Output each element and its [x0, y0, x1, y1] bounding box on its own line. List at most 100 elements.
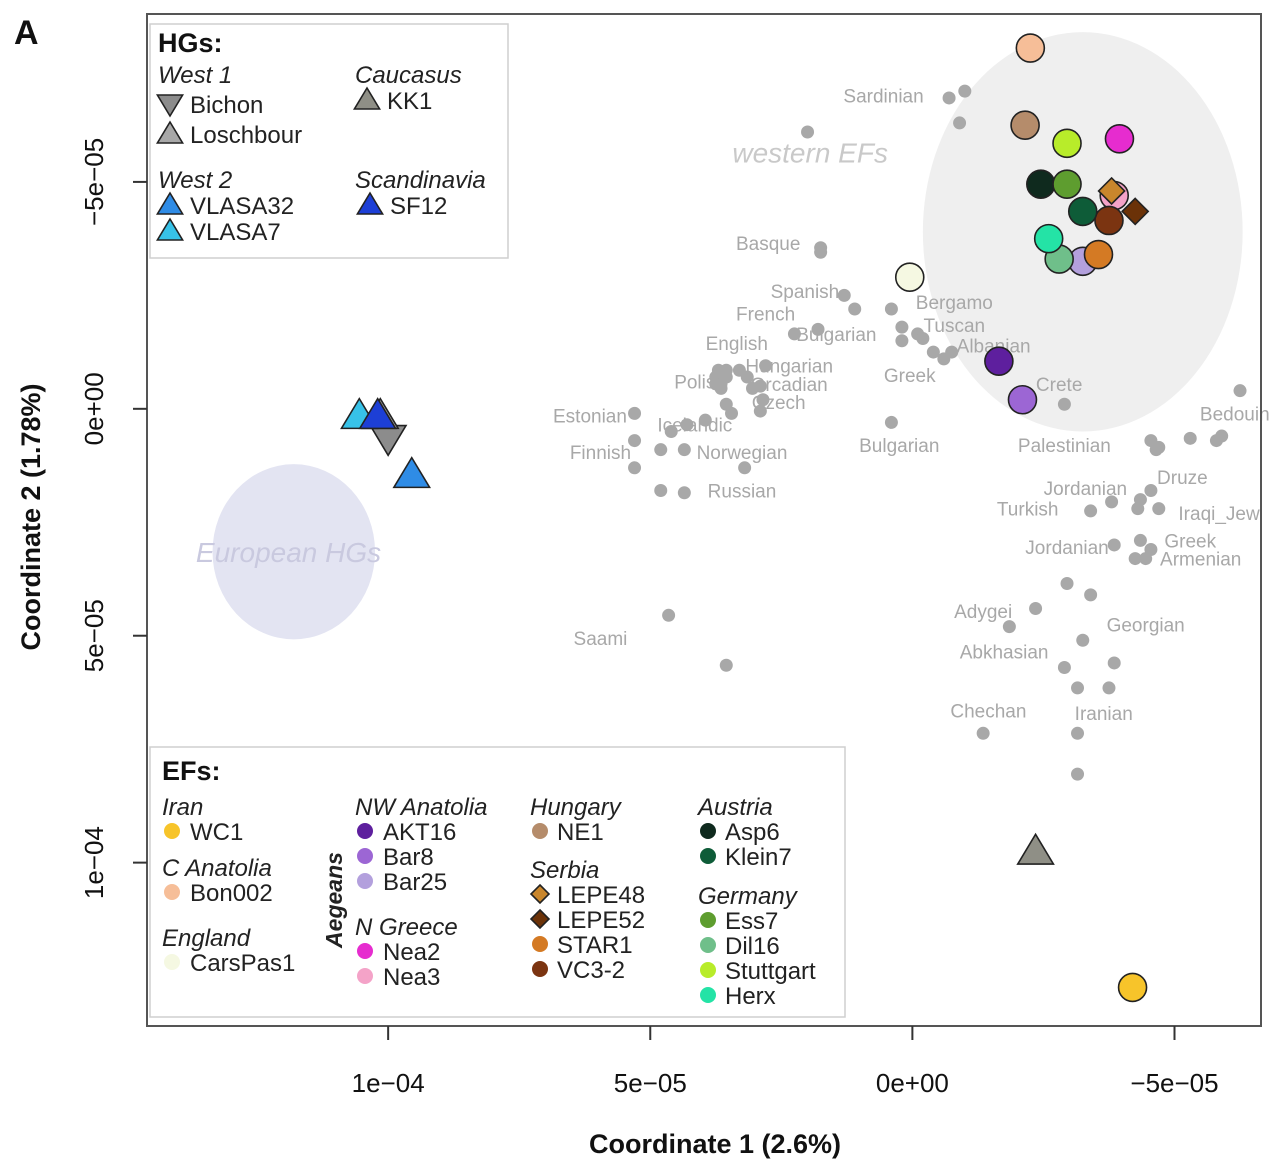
legend-marker-nea3 [357, 968, 373, 984]
y-axis-label: Coordinate 2 (1.78%) [16, 383, 46, 650]
reference-label-bulgarian: Bulgarian [859, 436, 939, 457]
legend-marker-ess7 [700, 912, 716, 928]
legend-marker-stuttgart [700, 962, 716, 978]
reference-point [811, 322, 825, 336]
marker-klein7 [1067, 196, 1098, 227]
legend-item-star1: STAR1 [557, 932, 633, 959]
legend-group-iran: Iran [162, 794, 203, 821]
legend-item-carspas1: CarsPas1 [190, 950, 295, 977]
reference-point [654, 443, 668, 457]
reference-point [837, 288, 851, 302]
reference-point [1215, 429, 1229, 443]
reference-point [1102, 681, 1116, 695]
reference-point [1128, 552, 1142, 566]
reference-point [1057, 660, 1071, 674]
cluster-label-european-hgs: European HGs [196, 537, 381, 568]
legend-item-lepe48: LEPE48 [557, 882, 645, 909]
reference-point [628, 434, 642, 448]
reference-point [725, 406, 739, 420]
reference-point [895, 334, 909, 348]
y-tick-label: 1e−04 [79, 826, 109, 899]
reference-label-armenian: Armenian [1160, 550, 1241, 571]
legend-item-asp6: Asp6 [725, 819, 780, 846]
reference-label-greek: Greek [884, 366, 936, 387]
legend-group-serbia: Serbia [530, 857, 599, 884]
legend-marker-nea2 [357, 943, 373, 959]
legend-marker-dil16 [700, 937, 716, 953]
legend-item-loschbour: Loschbour [190, 122, 302, 149]
legend-group-west-2: West 2 [158, 167, 232, 194]
reference-label-greek: Greek [1164, 531, 1216, 552]
reference-label-bulgarian: Bulgarian [796, 325, 876, 346]
reference-point [698, 413, 712, 427]
reference-point [1071, 767, 1085, 781]
reference-point [662, 608, 676, 622]
marker-sf12 [358, 397, 397, 430]
marker-kk1 [1016, 832, 1055, 865]
marker-nea2 [1104, 123, 1135, 154]
legend-group-west-1: West 1 [158, 62, 232, 89]
marker-bichon [368, 424, 408, 457]
legend-ef-title: EFs: [162, 756, 221, 786]
reference-label-russian: Russian [708, 482, 777, 503]
reference-label-iranian: Iranian [1075, 704, 1133, 725]
panel-label: A [14, 14, 39, 52]
legend-marker-bar8 [357, 848, 373, 864]
reference-point [1133, 533, 1147, 547]
reference-point [1107, 538, 1121, 552]
legend-marker-vlasa7 [155, 217, 185, 241]
reference-label-bedouin: Bedouin [1200, 404, 1270, 425]
reference-label-tuscan: Tuscan [924, 316, 986, 337]
reference-point [1152, 502, 1166, 516]
legend-group-austria: Austria [696, 794, 773, 821]
reference-point [1071, 726, 1085, 740]
legend-marker-ne1 [532, 823, 548, 839]
reference-label-icelandic: Icelandic [657, 416, 732, 437]
plot-frame [146, 13, 1262, 1027]
reference-point [787, 327, 801, 341]
legend-item-vlasa7: VLASA7 [190, 219, 281, 246]
reference-point [709, 377, 723, 391]
reference-point [884, 302, 898, 316]
legend-item-vc3-2: VC3-2 [557, 957, 625, 984]
reference-label-jordanian: Jordanian [1044, 479, 1127, 500]
legend-group-caucasus: Caucasus [355, 62, 462, 89]
legend-item-bar25: Bar25 [383, 869, 447, 896]
reference-label-english: English [706, 334, 768, 355]
legend-marker-lepe52 [529, 908, 551, 930]
reference-label-saami: Saami [574, 629, 628, 650]
reference-point [1071, 681, 1085, 695]
reference-point [753, 404, 767, 418]
reference-point [677, 443, 691, 457]
reference-label-finnish: Finnish [570, 443, 631, 464]
legend-group-n-greece: N Greece [355, 914, 458, 941]
legend-marker-sf12 [355, 191, 385, 215]
reference-point [740, 370, 754, 384]
legend-marker-klein7 [700, 848, 716, 864]
legend-marker-akt16 [357, 823, 373, 839]
marker-bon002 [1015, 33, 1046, 63]
legend-hg-title: HGs: [158, 28, 223, 58]
y-tick-label: 5e−05 [79, 599, 109, 672]
cluster-ellipse-western-efs [922, 32, 1243, 432]
legend-marker-bar25 [357, 873, 373, 889]
reference-point [680, 418, 694, 432]
reference-label-estonian: Estonian [553, 407, 627, 428]
reference-label-french: French [736, 305, 795, 326]
reference-point [1060, 577, 1074, 591]
marker-akt16 [984, 346, 1014, 376]
x-tick-label: −5e−05 [1130, 1068, 1218, 1098]
reference-point [976, 726, 990, 740]
reference-point [664, 425, 678, 439]
marker-bar8 [1007, 384, 1038, 415]
reference-label-basque: Basque [736, 234, 800, 255]
reference-label-orcadian: Orcadian [751, 375, 828, 396]
reference-label-adygei: Adygei [954, 602, 1012, 623]
y-tick-label: −5e−05 [79, 138, 109, 226]
reference-label-bergamo: Bergamo [916, 293, 993, 314]
reference-point [719, 658, 733, 672]
reference-point [916, 331, 930, 345]
legend-marker-kk1 [352, 86, 382, 110]
cluster-label-western-efs: western EFs [732, 137, 888, 168]
